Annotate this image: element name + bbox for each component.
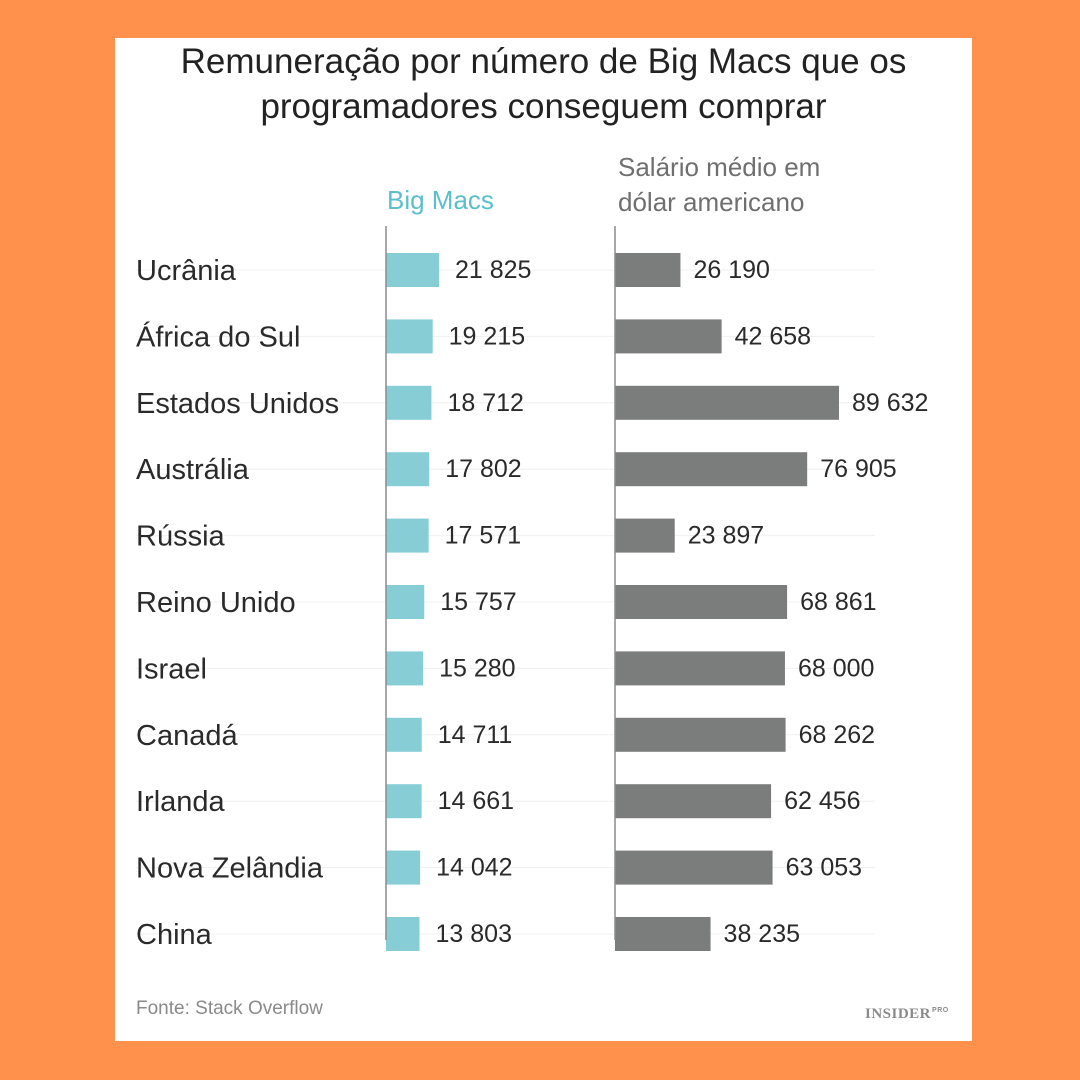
- salary-value-label: 63 053: [786, 854, 862, 882]
- salary-value-label: 42 658: [735, 322, 811, 350]
- salary-value-label: 68 262: [799, 721, 875, 749]
- bigmac-value-label: 17 571: [445, 522, 521, 550]
- salary-column-header-line-2: dólar americano: [618, 187, 804, 217]
- salary-bar: [615, 850, 773, 885]
- salary-bar: [615, 518, 675, 553]
- salary-value-label: 68 861: [800, 588, 876, 616]
- salary-bar: [615, 717, 786, 752]
- salary-column-header-line-1: Salário médio em: [618, 152, 820, 182]
- chart-svg: Big Macs Salário médio em dólar americano U…: [136, 152, 928, 951]
- chart-title-line-1: Remuneração por número de Big Macs que o…: [180, 42, 907, 81]
- country-label: Irlanda: [136, 786, 226, 818]
- country-label: Rússia: [136, 521, 226, 553]
- salary-bar: [615, 651, 785, 686]
- salary-value-label: 62 456: [784, 787, 860, 815]
- bigmac-value-label: 14 711: [438, 721, 513, 749]
- logo-suffix-text: PRO: [932, 1007, 949, 1014]
- country-label: Estados Unidos: [136, 388, 339, 420]
- salary-value-label: 68 000: [798, 654, 874, 682]
- country-label: Canadá: [136, 720, 238, 752]
- salary-bar: [615, 784, 772, 819]
- salary-bar: [615, 253, 681, 287]
- country-label: África do Sul: [136, 320, 300, 353]
- salary-bar: [615, 385, 839, 420]
- bigmac-bar: [386, 585, 425, 619]
- chart-title: Remuneração por número de Big Macs que o…: [115, 38, 972, 129]
- source-note: Fonte: Stack Overflow: [136, 998, 323, 1019]
- bigmac-value-label: 14 661: [438, 787, 514, 815]
- bigmac-bar: [386, 651, 424, 686]
- country-label: Israel: [136, 653, 207, 685]
- salary-bar: [615, 452, 808, 487]
- salary-value-label: 38 235: [724, 920, 800, 948]
- country-label: Reino Unido: [136, 587, 296, 619]
- chart-card: Remuneração por número de Big Macs que o…: [115, 38, 972, 1041]
- salary-value-label: 89 632: [852, 389, 928, 417]
- bigmac-value-label: 21 825: [455, 256, 531, 284]
- bigmac-bar: [386, 850, 421, 885]
- bigmac-bar: [386, 319, 433, 354]
- country-label: China: [136, 919, 213, 951]
- bigmac-value-label: 17 802: [445, 455, 521, 483]
- bigmac-bar: [386, 784, 422, 819]
- bigmac-value-label: 15 280: [439, 654, 515, 682]
- insider-pro-logo: INSIDERPRO: [865, 1006, 949, 1023]
- bigmac-bar: [386, 452, 430, 487]
- bigmac-bar: [386, 917, 420, 951]
- salary-bar: [615, 319, 722, 354]
- bigmac-value-label: 14 042: [436, 854, 512, 882]
- bigmac-value-label: 19 215: [449, 322, 525, 350]
- bigmac-column-header: Big Macs: [387, 185, 494, 215]
- chart-title-line-2: programadores conseguem comprar: [260, 87, 827, 126]
- salary-bar: [615, 585, 788, 619]
- bigmac-bar: [386, 385, 432, 420]
- salary-bar: [615, 917, 711, 951]
- bigmac-value-label: 13 803: [436, 920, 512, 948]
- country-label: Ucrânia: [136, 255, 237, 287]
- bigmac-bar: [386, 518, 429, 553]
- country-label: Nova Zelândia: [136, 853, 324, 885]
- bigmac-value-label: 18 712: [447, 389, 523, 417]
- bigmac-bar: [386, 253, 439, 287]
- salary-value-label: 26 190: [693, 256, 769, 284]
- logo-main-text: INSIDER: [865, 1006, 932, 1022]
- bigmac-value-label: 15 757: [440, 588, 516, 616]
- salary-value-label: 76 905: [820, 455, 896, 483]
- salary-value-label: 23 897: [688, 522, 764, 550]
- country-label: Austrália: [136, 454, 250, 486]
- bigmac-bar: [386, 717, 422, 752]
